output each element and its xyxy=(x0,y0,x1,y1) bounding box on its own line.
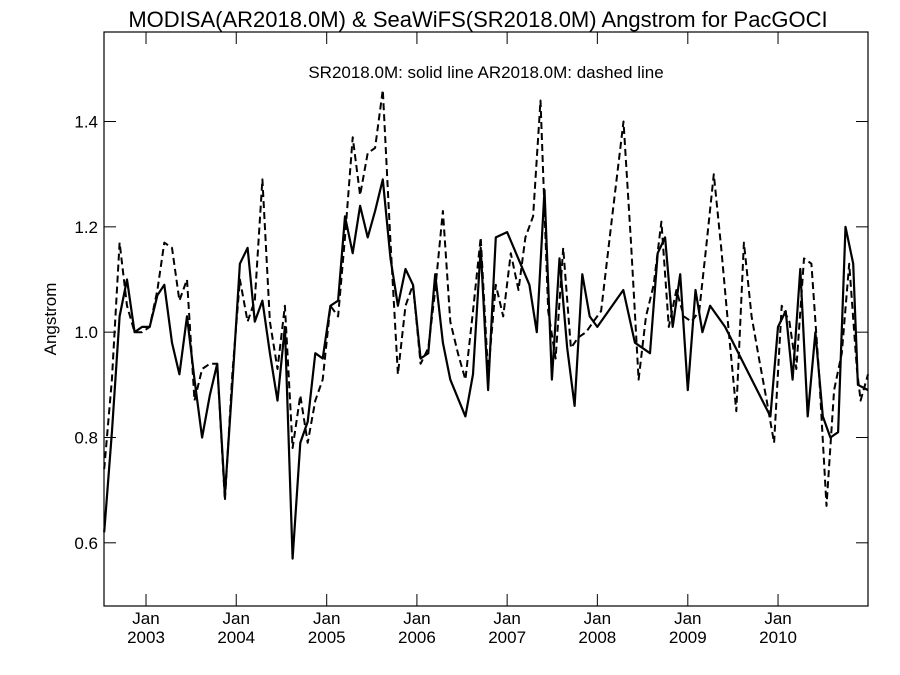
x-tick-year-label: 2003 xyxy=(127,628,165,647)
y-tick-label: 0.6 xyxy=(74,534,98,553)
x-tick-year-label: 2009 xyxy=(669,628,707,647)
x-tick-year-label: 2005 xyxy=(308,628,346,647)
plot-frame xyxy=(103,31,869,607)
y-tick-label: 0.8 xyxy=(74,428,98,447)
x-tick-year-label: 2004 xyxy=(217,628,255,647)
y-tick-label: 1.4 xyxy=(74,113,98,132)
series-line-ar2018-0m xyxy=(103,88,869,507)
chart-title: MODISA(AR2018.0M) & SeaWiFS(SR2018.0M) A… xyxy=(128,7,827,32)
x-tick-month-label: Jan xyxy=(313,609,340,628)
x-tick-year-label: 2007 xyxy=(488,628,526,647)
series-annotation: SR2018.0M: solid line AR2018.0M: dashed … xyxy=(308,63,663,82)
x-tick-year-label: 2010 xyxy=(759,628,797,647)
x-tick-month-label: Jan xyxy=(223,609,250,628)
x-tick-month-label: Jan xyxy=(132,609,159,628)
tick-labels: 0.60.81.01.21.4Jan2003Jan2004Jan2005Jan2… xyxy=(74,113,797,647)
x-tick-month-label: Jan xyxy=(493,609,520,628)
x-tick-year-label: 2008 xyxy=(578,628,616,647)
y-axis-label: Angstrom xyxy=(41,283,60,356)
tick-marks xyxy=(104,32,868,606)
x-tick-month-label: Jan xyxy=(674,609,701,628)
x-tick-month-label: Jan xyxy=(403,609,430,628)
y-tick-label: 1.2 xyxy=(74,218,98,237)
x-tick-month-label: Jan xyxy=(764,609,791,628)
series-lines xyxy=(103,88,869,560)
x-tick-month-label: Jan xyxy=(584,609,611,628)
series-line-sr2018-0m xyxy=(103,178,869,560)
y-tick-label: 1.0 xyxy=(74,323,98,342)
x-tick-year-label: 2006 xyxy=(398,628,436,647)
